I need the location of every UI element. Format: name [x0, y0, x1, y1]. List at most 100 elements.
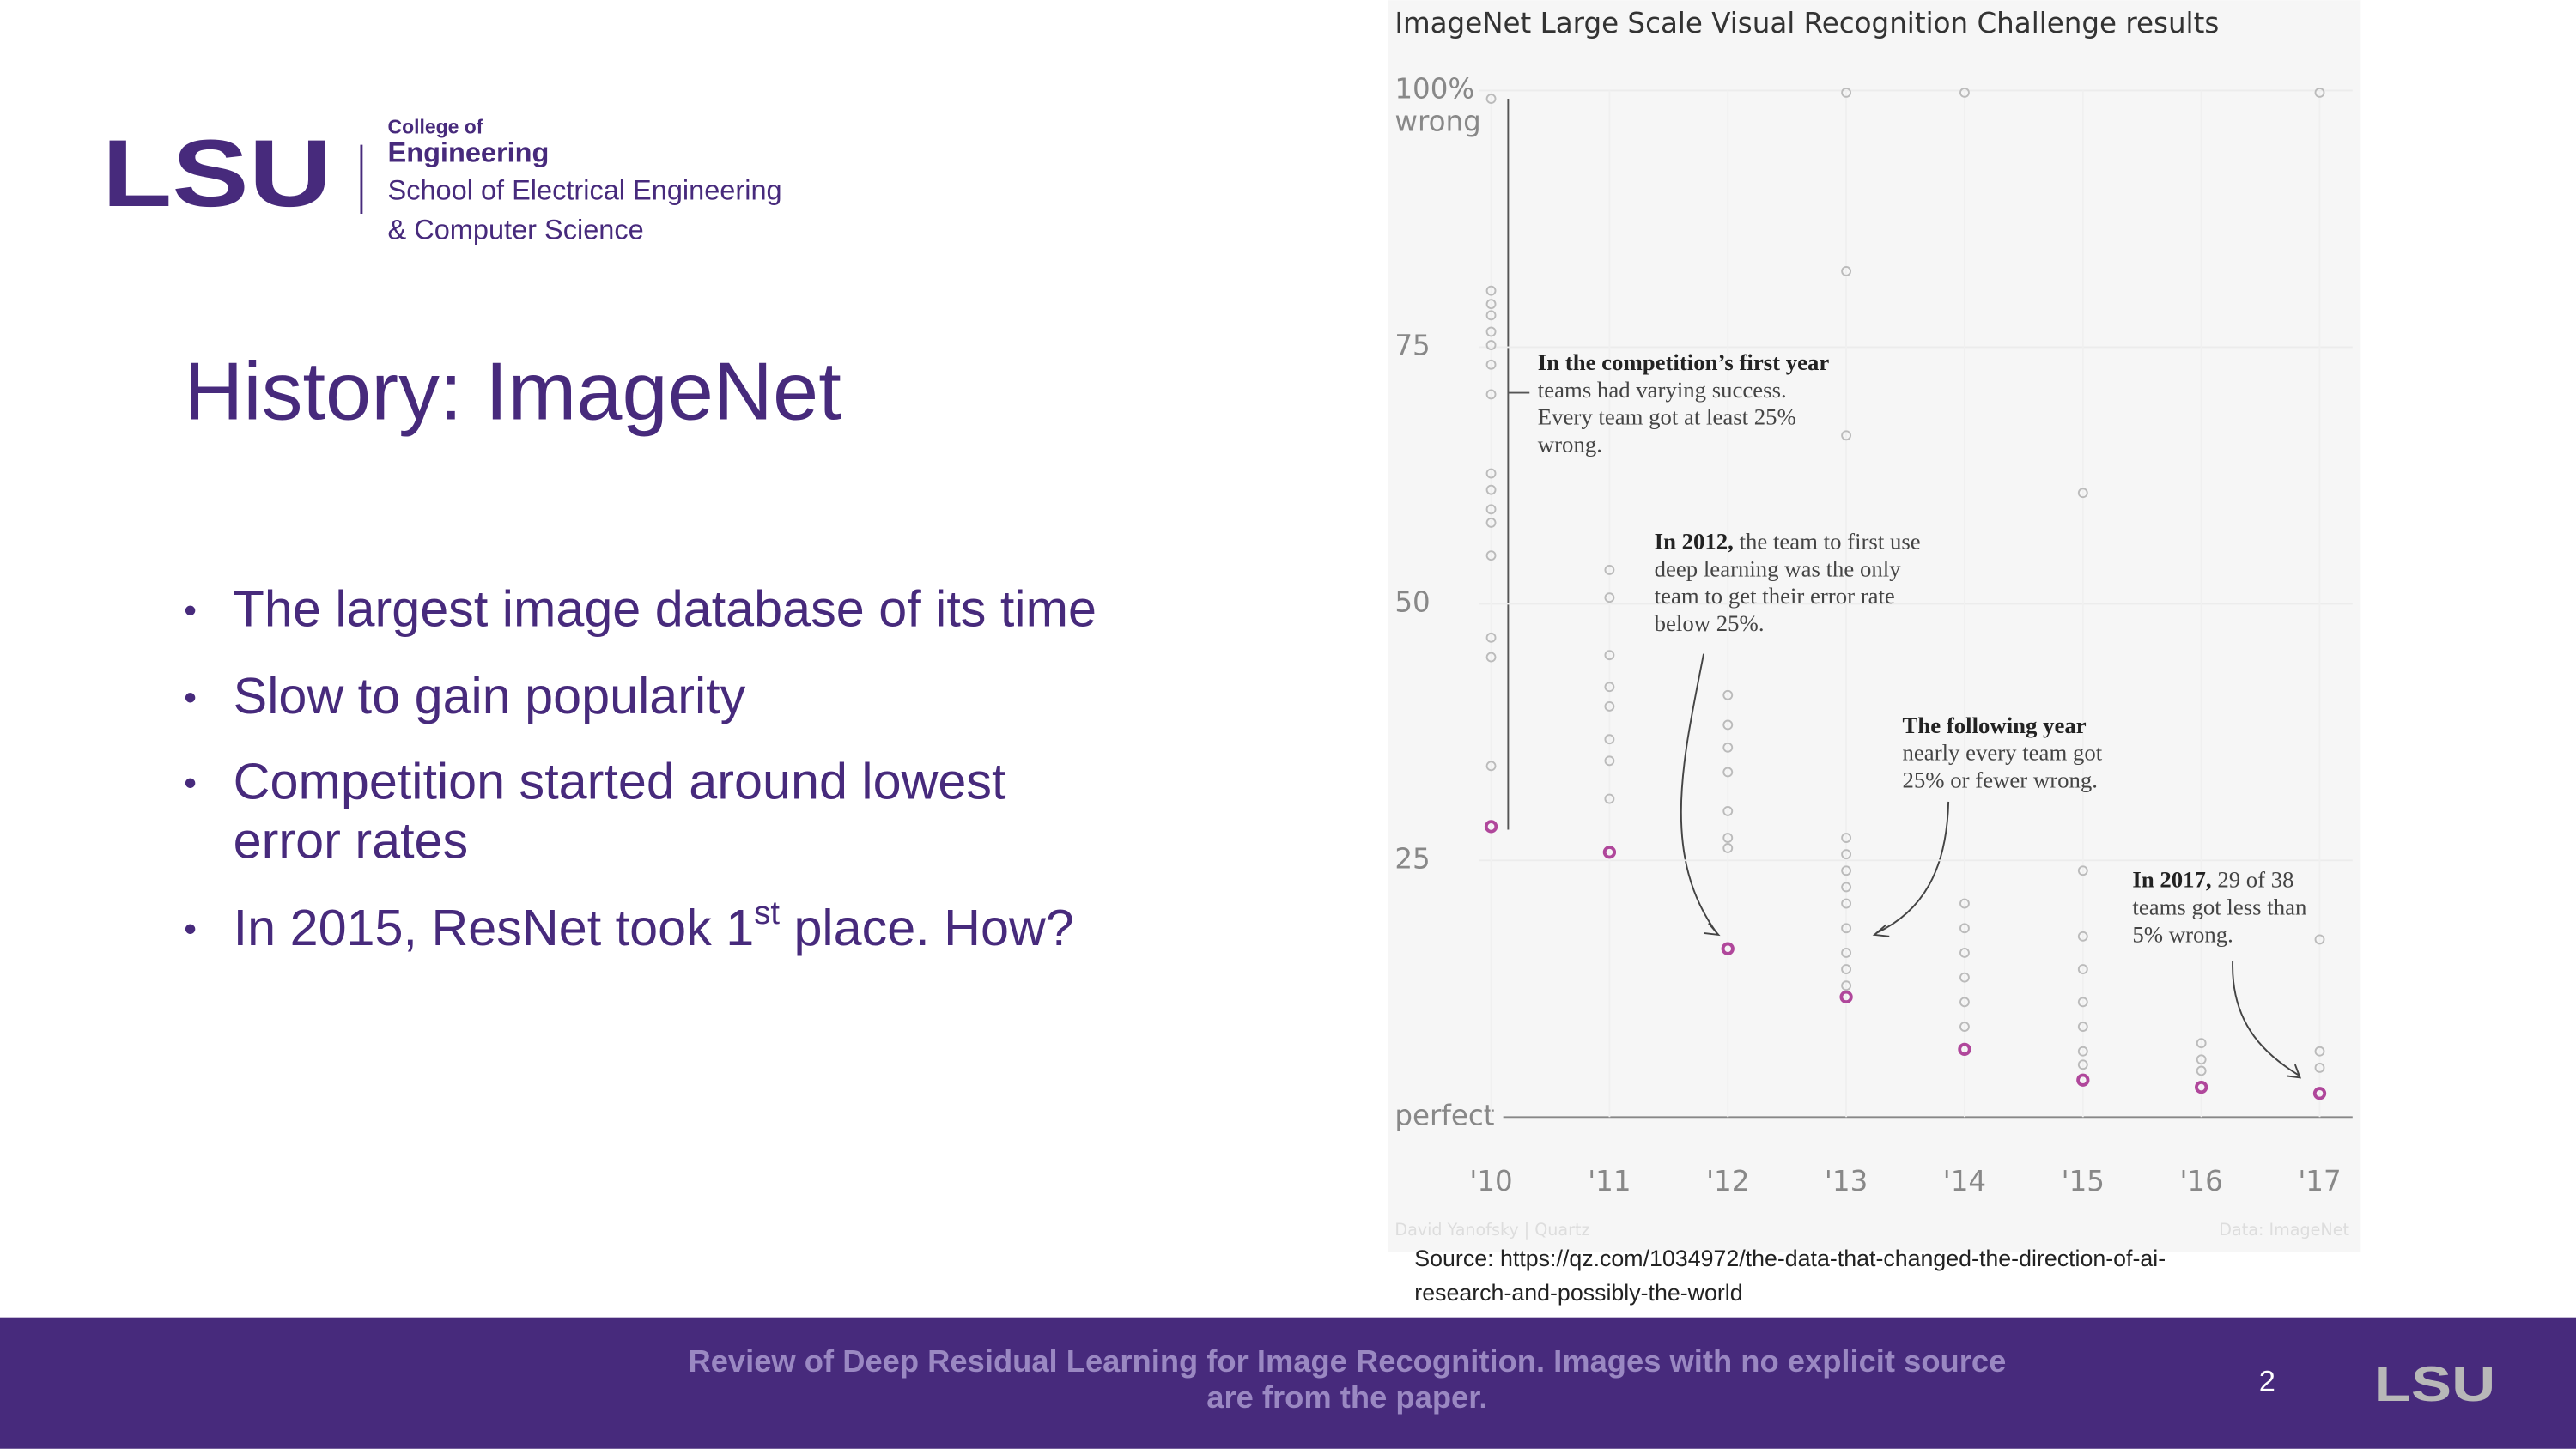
- footer-band: [0, 1317, 2576, 1449]
- arrows: [1680, 653, 2302, 1079]
- arrow: [2232, 961, 2301, 1077]
- point: [1485, 94, 1497, 104]
- source: Source: https://qz.com/1034972/the-data-…: [1414, 1246, 2166, 1271]
- point: [1959, 923, 1970, 934]
- point: [2314, 1062, 2325, 1073]
- bullet-text: In 2015, ResNet took 1: [234, 899, 755, 956]
- footer-text: are from the paper.: [1206, 1379, 1487, 1415]
- point: [1604, 650, 1615, 661]
- point: [1722, 719, 1734, 731]
- point: [1485, 632, 1497, 643]
- x-tick-label: '14: [1943, 1165, 1986, 1197]
- bullet-text: Competition started around lowest: [234, 752, 1006, 809]
- point: [1604, 682, 1615, 693]
- bullet-text: place. How?: [780, 899, 1074, 956]
- point: [1485, 517, 1497, 528]
- point: [1841, 266, 1852, 276]
- point: [2196, 1054, 2207, 1065]
- winner-point: [1958, 1042, 1971, 1057]
- point: [1841, 865, 1852, 876]
- point: [1485, 484, 1497, 495]
- annotation-title: The following year: [1903, 712, 2087, 738]
- arrow: [1680, 653, 1718, 934]
- point: [1485, 285, 1497, 296]
- winner-point: [1839, 990, 1853, 1004]
- page-number: 2: [2259, 1365, 2275, 1397]
- point: [1485, 550, 1497, 561]
- winner-point: [2195, 1080, 2208, 1094]
- point: [1722, 742, 1734, 753]
- point: [2314, 1046, 2325, 1057]
- y-tick-label: 100%: [1394, 72, 1474, 105]
- annotation-text: nearly every team got: [1903, 740, 2103, 766]
- point: [2077, 931, 2088, 942]
- logo-school: School of Electrical Engineering: [388, 175, 782, 206]
- arrow-head: [1872, 924, 1890, 937]
- point: [1485, 359, 1497, 370]
- bullet-dot: •: [184, 590, 197, 630]
- arrow: [1875, 801, 1950, 934]
- annotation-text: below 25%.: [1655, 610, 1765, 636]
- point: [2196, 1065, 2207, 1076]
- point: [1604, 701, 1615, 712]
- logo-college: College of: [388, 116, 483, 138]
- x-tick-label: '10: [1469, 1165, 1512, 1197]
- x-tick-label: '12: [1706, 1165, 1749, 1197]
- annotation-title: In 2012,: [1655, 529, 1734, 555]
- point: [2077, 1022, 2088, 1032]
- point: [1841, 849, 1852, 860]
- winner-point: [1721, 942, 1735, 955]
- x-tick-label: '15: [2062, 1165, 2105, 1197]
- annotation-title: In 2017,: [2132, 867, 2211, 893]
- point: [1722, 689, 1734, 700]
- point: [1485, 340, 1497, 350]
- annotation-text: teams had varying success.: [1538, 377, 1787, 403]
- point: [1959, 898, 1970, 909]
- point: [2314, 87, 2325, 98]
- point: [1959, 1022, 1970, 1032]
- bullet-dot: •: [184, 762, 197, 803]
- chart-title: ImageNet Large Scale Visual Recognition …: [1394, 7, 2219, 39]
- annotation-title: In the competition’s first year: [1538, 349, 1830, 375]
- point: [1485, 504, 1497, 515]
- point: [1485, 326, 1497, 337]
- chart-background: [1388, 0, 2361, 1252]
- point: [1841, 923, 1852, 934]
- y-tick-label: perfect: [1394, 1099, 1494, 1131]
- point: [1604, 793, 1615, 804]
- slide-title: History: ImageNet: [184, 346, 841, 438]
- point: [1604, 564, 1615, 575]
- annotation-text: 25% or fewer wrong.: [1903, 767, 2098, 792]
- winner-point: [2076, 1073, 2090, 1087]
- bullet-dot: •: [184, 908, 197, 949]
- annotation-text: deep learning was the only: [1655, 555, 1902, 581]
- x-tick-label: '13: [1825, 1165, 1868, 1197]
- point: [1722, 805, 1734, 816]
- y-tick-label: 50: [1394, 585, 1430, 618]
- point: [1722, 767, 1734, 778]
- x-tick-label: '11: [1588, 1165, 1631, 1197]
- annotation-text: Every team got at least 25%: [1538, 404, 1796, 430]
- point: [2077, 997, 2088, 1008]
- point: [1604, 592, 1615, 603]
- x-tick-label: '16: [2179, 1165, 2222, 1197]
- point: [1485, 299, 1497, 310]
- winner-point: [2312, 1087, 2327, 1100]
- point: [1841, 898, 1852, 909]
- annotation-text: wrong.: [1538, 431, 1602, 457]
- point: [1959, 948, 1970, 958]
- arrow-head: [2287, 1064, 2302, 1079]
- annotation-text: teams got less than: [2132, 894, 2306, 920]
- annotation: In 2012, the team to first use: [1655, 529, 1921, 555]
- arrow-head: [1703, 922, 1721, 937]
- point: [2077, 1046, 2088, 1057]
- logo-engineering: Engineering: [388, 137, 550, 168]
- y-tick-label: 25: [1394, 842, 1430, 875]
- bullet-text: error rates: [234, 811, 469, 869]
- credit: Data: ImageNet: [2219, 1220, 2349, 1240]
- superscript: st: [754, 894, 780, 931]
- annotation-text: 29 of 38: [2212, 867, 2294, 893]
- source: research-and-possibly-the-world: [1414, 1280, 1742, 1306]
- annotation-text: the team to first use: [1734, 529, 1921, 555]
- point: [1485, 389, 1497, 400]
